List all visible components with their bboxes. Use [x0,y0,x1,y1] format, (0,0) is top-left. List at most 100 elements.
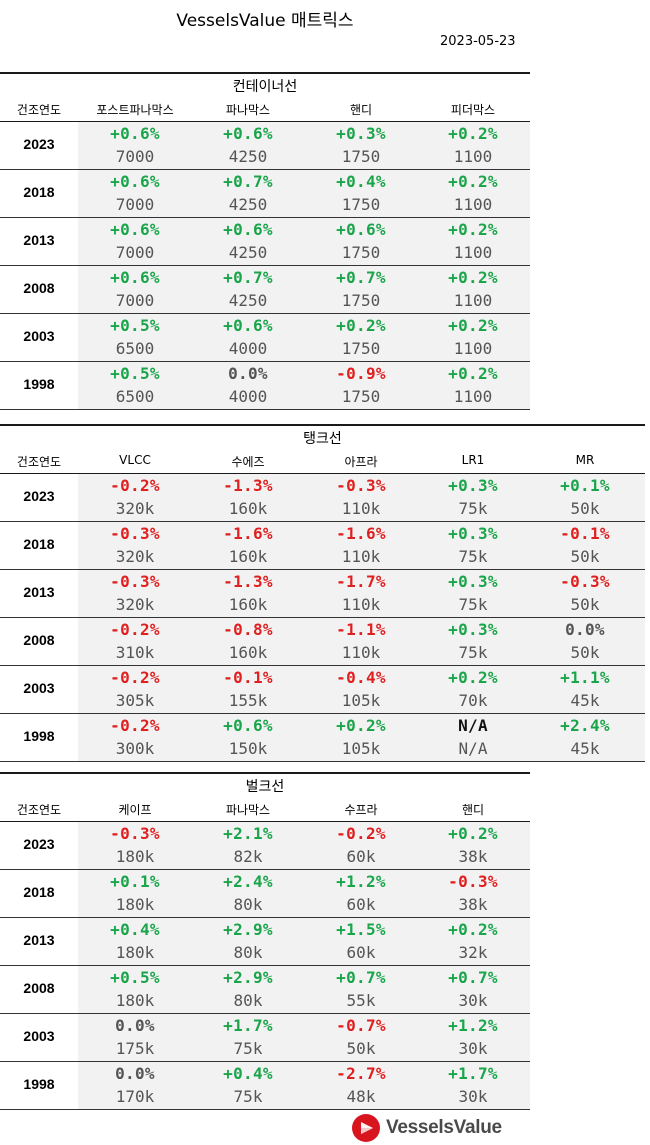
section-rule [0,424,645,426]
table-row: 2003 -0.2% 305k -0.1% 155k -0.4% 105k +0.2% 70k +… [0,666,645,714]
row-background [78,218,530,266]
build-year: 2023 [23,136,55,152]
build-year: 2018 [23,536,55,552]
vessel-value: 75k [233,1039,263,1058]
matrix-cell: 0.0% 50k [529,618,642,666]
build-year: 1998 [23,1076,55,1092]
table-row: 2018 -0.3% 320k -1.6% 160k -1.6% 110k +0.3% 75k -… [0,522,645,570]
percent-change: +0.6% [110,124,160,143]
row-separator [0,313,530,314]
matrix-cell: -1.3% 160k [192,474,305,522]
percent-change: +0.3% [448,620,498,639]
vessel-value: 110k [341,595,381,614]
vessel-value: 1750 [341,147,381,166]
row-separator [0,169,530,170]
vessel-value: 82k [233,847,263,866]
report-date: 2023-05-23 [440,34,516,49]
vessel-value: 180k [115,943,155,962]
year-column-header: 건조연도 [16,103,62,117]
vessel-value: 300k [115,739,155,758]
percent-change: +1.7% [448,1064,498,1083]
matrix-cell: -1.7% 110k [305,570,418,618]
matrix-cell: +0.4% 75k [192,1062,305,1110]
vessel-value: 180k [115,991,155,1010]
matrix-cell: +2.4% 45k [529,714,642,762]
table-row: 2023 +0.6% 7000 +0.6% 4250 +0.3% 1750 +0.2% 1100 [0,122,530,170]
vessel-value: 38k [458,895,488,914]
matrix-cell: +0.2% 1100 [417,314,530,362]
column-header: 케이프 [118,803,152,817]
vessel-value: 1100 [453,243,493,262]
vessel-value: 7000 [115,195,155,214]
table-row: 2018 +0.1% 180k +2.4% 80k +1.2% 60k -0.3% 38k [0,870,530,918]
vessel-value: 50k [570,643,600,662]
row-background [78,714,645,762]
percent-change: +0.2% [448,920,498,939]
vesselsvalue-logo: VesselsValue [352,1113,532,1143]
matrix-cell: +0.6% 7000 [79,170,192,218]
matrix-cell: +1.2% 30k [417,1014,530,1062]
row-separator [0,617,645,618]
row-separator [0,265,530,266]
percent-change: -0.1% [223,668,273,687]
page-title: VesselsValue 매트릭스 [176,11,354,31]
column-header: 수에즈 [231,455,265,469]
build-year: 2023 [23,488,55,504]
row-background [78,570,645,618]
vessel-value: 160k [228,643,268,662]
percent-change: 0.0% [228,364,268,383]
table-row: 2003 0.0% 175k +1.7% 75k -0.7% 50k +1.2% 30k [0,1014,530,1062]
build-year: 2003 [23,680,55,696]
percent-change: -0.8% [223,620,273,639]
matrix-cell: +0.2% 1100 [417,170,530,218]
percent-change: +0.6% [223,716,273,735]
percent-change: +0.4% [223,1064,273,1083]
row-separator [0,409,530,410]
percent-change: +1.2% [448,1016,498,1035]
matrix-cell: -0.2% 310k [79,618,192,666]
vessel-value: 4250 [228,147,268,166]
vessel-value: 75k [458,595,488,614]
vessel-value: 48k [346,1087,376,1106]
vessel-value: 105k [341,691,381,710]
row-background [78,618,645,666]
vessel-value: 1100 [453,387,493,406]
percent-change: +1.5% [336,920,386,939]
vessel-value: 75k [458,499,488,518]
vessel-value: 50k [570,499,600,518]
vessel-value: 7000 [115,243,155,262]
matrix-cell: +0.4% 1750 [305,170,418,218]
matrix-cell: +2.9% 80k [192,966,305,1014]
matrix-cell: -0.2% 300k [79,714,192,762]
percent-change: -0.3% [336,476,386,495]
percent-change: +0.2% [448,668,498,687]
vessel-value: 320k [115,499,155,518]
row-separator [0,965,530,966]
percent-change: -0.4% [336,668,386,687]
row-separator [0,569,645,570]
row-background [78,966,530,1014]
percent-change: +0.2% [448,824,498,843]
section-title: 벌크선 [245,779,285,795]
percent-change: +0.2% [448,172,498,191]
percent-change: +0.3% [448,476,498,495]
percent-change: -0.7% [336,1016,386,1035]
percent-change: -0.1% [560,524,610,543]
matrix-cell: +0.7% 30k [417,966,530,1014]
vessel-value: 1750 [341,195,381,214]
matrix-cell: -0.2% 60k [305,822,418,870]
percent-change: -1.3% [223,476,273,495]
matrix-cell: -0.4% 105k [305,666,418,714]
matrix-cell: 0.0% 170k [79,1062,192,1110]
matrix-cell: +0.2% 70k [417,666,530,714]
percent-change: +0.7% [448,968,498,987]
percent-change: +0.6% [223,316,273,335]
percent-change: -0.2% [110,620,160,639]
matrix-cell: +0.6% 4000 [192,314,305,362]
percent-change: -0.3% [110,824,160,843]
matrix-cell: -0.3% 50k [529,570,642,618]
vessel-value: 80k [233,991,263,1010]
table-row: 2023 -0.2% 320k -1.3% 160k -0.3% 110k +0.3% 75k +… [0,474,645,522]
row-separator [0,713,645,714]
matrix-cell: +0.2% 1100 [417,362,530,410]
